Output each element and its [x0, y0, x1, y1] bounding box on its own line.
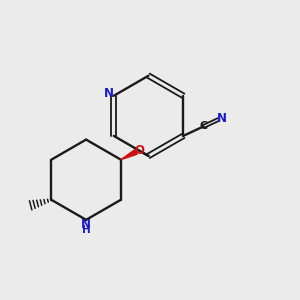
Text: N: N — [217, 112, 227, 125]
Text: C: C — [200, 122, 208, 131]
Text: N: N — [81, 218, 91, 231]
Polygon shape — [121, 150, 137, 160]
Text: N: N — [104, 87, 114, 100]
Text: H: H — [82, 225, 91, 235]
Text: O: O — [134, 144, 144, 157]
